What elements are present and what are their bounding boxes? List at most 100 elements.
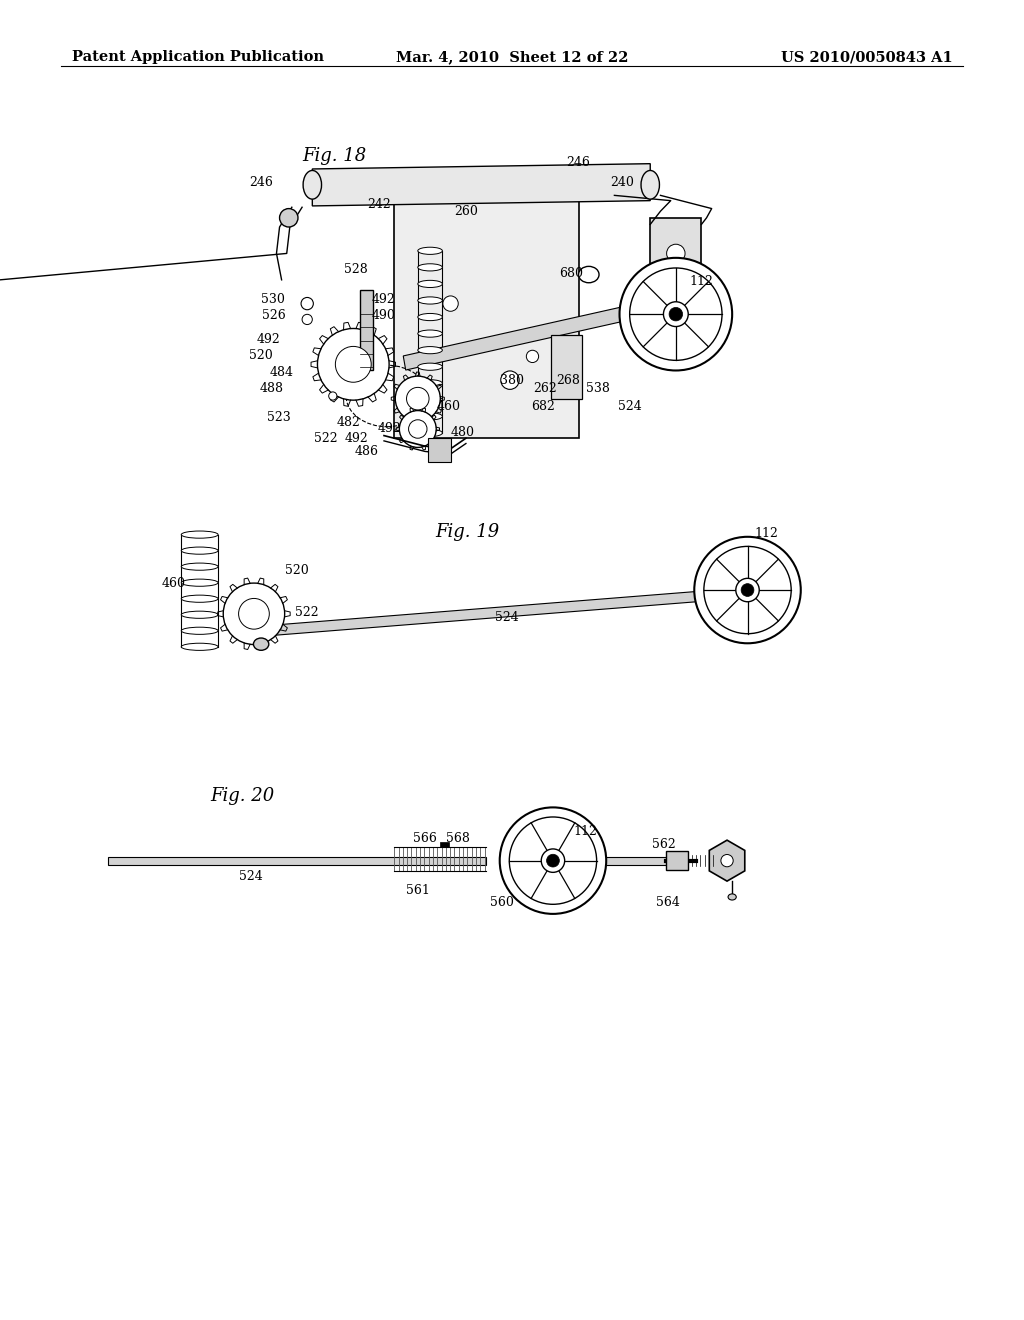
- Ellipse shape: [302, 314, 312, 325]
- Ellipse shape: [509, 817, 597, 904]
- Ellipse shape: [407, 387, 429, 411]
- Text: 560: 560: [489, 896, 514, 909]
- Ellipse shape: [703, 546, 792, 634]
- Ellipse shape: [329, 392, 337, 400]
- Ellipse shape: [418, 347, 442, 354]
- Text: 262: 262: [532, 381, 557, 395]
- Ellipse shape: [579, 267, 599, 282]
- Text: 112: 112: [689, 275, 714, 288]
- Text: 568: 568: [445, 832, 470, 845]
- Text: 523: 523: [266, 411, 291, 424]
- Ellipse shape: [501, 371, 519, 389]
- Ellipse shape: [741, 583, 754, 597]
- Text: 530: 530: [261, 293, 286, 306]
- Text: 486: 486: [354, 445, 379, 458]
- Ellipse shape: [317, 329, 389, 400]
- Ellipse shape: [500, 808, 606, 913]
- Polygon shape: [710, 840, 744, 882]
- Text: 242: 242: [367, 198, 391, 211]
- Text: 522: 522: [313, 432, 338, 445]
- Text: 268: 268: [556, 374, 581, 387]
- Text: Mar. 4, 2010  Sheet 12 of 22: Mar. 4, 2010 Sheet 12 of 22: [395, 50, 629, 65]
- Ellipse shape: [547, 854, 559, 867]
- Text: 246: 246: [249, 176, 273, 189]
- Text: 490: 490: [372, 309, 396, 322]
- Ellipse shape: [418, 280, 442, 288]
- Ellipse shape: [620, 257, 732, 371]
- Text: 528: 528: [344, 263, 369, 276]
- Ellipse shape: [181, 611, 218, 618]
- Ellipse shape: [418, 380, 442, 387]
- Ellipse shape: [669, 308, 683, 321]
- Ellipse shape: [728, 894, 736, 900]
- Ellipse shape: [641, 170, 659, 199]
- FancyBboxPatch shape: [666, 851, 688, 870]
- Text: 538: 538: [586, 381, 610, 395]
- Polygon shape: [264, 591, 696, 636]
- Polygon shape: [403, 308, 624, 370]
- Text: 260: 260: [454, 205, 478, 218]
- Ellipse shape: [181, 579, 218, 586]
- Ellipse shape: [181, 564, 218, 570]
- Polygon shape: [108, 857, 486, 865]
- Ellipse shape: [418, 330, 442, 337]
- Text: 112: 112: [754, 527, 778, 540]
- Text: 240: 240: [610, 176, 635, 189]
- Ellipse shape: [399, 411, 436, 447]
- Text: 524: 524: [495, 611, 519, 624]
- Text: 460: 460: [436, 400, 461, 413]
- Ellipse shape: [542, 849, 564, 873]
- FancyBboxPatch shape: [360, 290, 373, 370]
- Ellipse shape: [254, 638, 268, 651]
- Ellipse shape: [181, 546, 218, 554]
- Ellipse shape: [694, 537, 801, 643]
- FancyBboxPatch shape: [650, 218, 701, 310]
- Text: 520: 520: [249, 348, 273, 362]
- Text: Patent Application Publication: Patent Application Publication: [72, 50, 324, 65]
- Text: 492: 492: [377, 422, 401, 436]
- FancyBboxPatch shape: [394, 198, 579, 438]
- Text: 680: 680: [559, 267, 584, 280]
- Ellipse shape: [418, 429, 442, 437]
- Text: 246: 246: [566, 156, 591, 169]
- Text: 488: 488: [259, 381, 284, 395]
- Ellipse shape: [395, 376, 440, 421]
- Ellipse shape: [418, 363, 442, 371]
- Ellipse shape: [664, 302, 688, 326]
- Ellipse shape: [303, 170, 322, 199]
- Ellipse shape: [181, 531, 218, 539]
- Ellipse shape: [181, 643, 218, 651]
- Text: Fig. 20: Fig. 20: [210, 787, 274, 805]
- Text: 522: 522: [295, 606, 319, 619]
- Ellipse shape: [630, 268, 722, 360]
- Text: 492: 492: [372, 293, 396, 306]
- Text: 524: 524: [617, 400, 642, 413]
- Text: 380: 380: [500, 374, 524, 387]
- Ellipse shape: [442, 296, 459, 312]
- Ellipse shape: [301, 297, 313, 310]
- Text: Fig. 18: Fig. 18: [302, 147, 367, 165]
- Ellipse shape: [667, 244, 685, 263]
- Text: 480: 480: [451, 426, 475, 440]
- FancyBboxPatch shape: [440, 842, 449, 847]
- Text: 520: 520: [285, 564, 309, 577]
- Ellipse shape: [418, 413, 442, 420]
- FancyBboxPatch shape: [551, 335, 582, 399]
- Ellipse shape: [335, 346, 371, 383]
- Ellipse shape: [181, 627, 218, 635]
- Text: 482: 482: [336, 416, 360, 429]
- Ellipse shape: [721, 854, 733, 867]
- Text: 460: 460: [162, 577, 186, 590]
- Text: 526: 526: [261, 309, 286, 322]
- Text: 561: 561: [406, 884, 430, 898]
- Ellipse shape: [181, 595, 218, 602]
- Text: 112: 112: [573, 825, 598, 838]
- Text: 492: 492: [344, 432, 369, 445]
- Ellipse shape: [280, 209, 298, 227]
- Ellipse shape: [418, 264, 442, 271]
- Text: 562: 562: [651, 838, 676, 851]
- Text: 492: 492: [256, 333, 281, 346]
- FancyBboxPatch shape: [428, 438, 451, 462]
- Ellipse shape: [736, 578, 759, 602]
- Text: 524: 524: [239, 870, 263, 883]
